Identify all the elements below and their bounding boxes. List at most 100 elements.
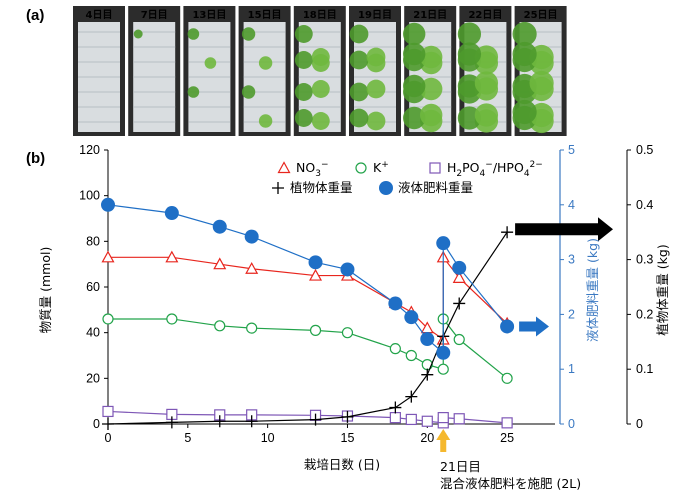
plant-leaf: [187, 28, 200, 40]
legend-entry: NO3−: [277, 160, 328, 179]
plant-leaf: [512, 41, 537, 67]
data-point-plus: [405, 390, 418, 403]
data-point-square: [102, 405, 114, 418]
plant-leaf: [294, 25, 313, 43]
photo-day-label: 22日目: [468, 9, 502, 21]
plant-leaf: [420, 77, 443, 101]
plant-leaf: [403, 106, 426, 130]
growth-photo: 25日目: [512, 6, 567, 136]
data-point-triangle: [309, 268, 323, 281]
data-point-filled-circle: [404, 310, 419, 325]
y-left-tick-label: 80: [86, 234, 100, 248]
data-point-circle: [389, 343, 401, 355]
data-point-plus: [245, 415, 258, 428]
y-left-tick-label: 60: [86, 280, 100, 294]
chart-annotations: [436, 217, 613, 452]
data-point-circle: [437, 363, 449, 375]
growth-photo: 13日目: [183, 6, 236, 136]
plant-leaf: [241, 27, 256, 41]
growth-photo: 15日目: [238, 6, 291, 136]
data-point-triangle: [277, 161, 291, 174]
x-axis-label: 栽培日数 (日): [304, 457, 380, 472]
chart-legend: NO3− K+ H2PO4−/HPO42− 植物体重量 液体肥料重量: [272, 160, 543, 195]
data-point-filled-circle: [420, 332, 435, 347]
y-left-tick-label: 20: [86, 371, 100, 385]
plant-leaf: [311, 112, 330, 130]
y-left-tick-label: 120: [79, 143, 100, 157]
data-point-circle: [421, 359, 433, 371]
plant-leaf: [403, 22, 426, 46]
data-point-circle: [453, 333, 465, 346]
growth-photo: 22日目: [457, 6, 512, 136]
photo-day-label: 7日目: [141, 9, 168, 21]
plant-leaf: [349, 24, 369, 44]
data-point-triangle: [165, 250, 179, 263]
plant-leaf: [512, 99, 537, 125]
blue-right-arrow: [519, 316, 549, 337]
legend-entry: 植物体重量: [272, 180, 353, 195]
data-point-plus: [501, 226, 514, 239]
data-point-plus: [102, 418, 114, 430]
data-point-plus: [165, 416, 178, 429]
data-point-filled-circle: [436, 236, 451, 251]
data-point-square: [437, 412, 449, 424]
data-point-plus: [389, 401, 402, 414]
data-point-circle: [355, 162, 367, 174]
data-point-plus: [213, 415, 226, 428]
data-point-plus: [453, 297, 466, 310]
plant-leaf: [457, 42, 482, 66]
x-tick-label: 15: [341, 431, 355, 445]
plant-leaf: [204, 57, 217, 69]
data-point-square: [389, 412, 401, 424]
data-point-filled-circle: [340, 262, 355, 277]
plant-leaf: [187, 86, 200, 98]
plant-leaf: [349, 50, 369, 70]
photo-day-label: 18日目: [303, 9, 337, 21]
plant-leaf: [294, 109, 313, 127]
y-right-black-tick-label: 0.1: [636, 362, 653, 376]
y-left-tick-label: 0: [93, 417, 100, 431]
chart-series: [101, 197, 515, 430]
photo-day-label: 4日目: [86, 9, 113, 21]
plant-leaf: [349, 108, 369, 128]
y-right-black-tick-label: 0.3: [636, 253, 653, 267]
plant-leaf: [529, 70, 554, 96]
day21-note: 混合液体肥料を施肥 (2L): [440, 476, 581, 491]
growth-photo: 18日目: [293, 6, 346, 136]
y-right-blue-tick-label: 2: [568, 307, 575, 321]
plant-leaf: [474, 103, 499, 127]
plant-leaf: [349, 82, 369, 102]
data-point-plus: [272, 182, 284, 194]
y-right-black-tick-label: 0.4: [636, 198, 653, 212]
data-point-triangle: [101, 250, 115, 263]
orange-up-arrow: [436, 429, 451, 452]
plant-leaf: [403, 42, 426, 66]
plant-leaf: [311, 48, 330, 66]
plant-leaf: [311, 80, 330, 98]
growth-photo: 7日目: [128, 6, 181, 136]
data-point-circle: [341, 327, 354, 339]
data-point-filled-circle: [500, 319, 515, 334]
plant-leaf: [294, 83, 313, 101]
x-tick-label: 25: [500, 431, 514, 445]
photo-day-label: 15日目: [248, 9, 282, 21]
data-point-filled-circle: [452, 260, 467, 275]
panel-a-label: (a): [26, 7, 44, 24]
legend-label: 液体肥料重量: [398, 180, 473, 195]
data-point-circle: [102, 313, 114, 325]
photo-day-label: 19日目: [358, 9, 392, 21]
plant-leaf: [420, 45, 443, 69]
y-axis-left-label: 物質量 (mmol): [38, 247, 53, 334]
x-tick-label: 20: [420, 431, 434, 445]
growth-photo: 4日目: [73, 6, 125, 136]
plant-leaf: [474, 71, 499, 95]
data-point-circle: [214, 320, 226, 332]
y-right-black-tick-label: 0.2: [636, 307, 653, 321]
y-right-blue-tick-label: 4: [568, 198, 575, 212]
series-group: [102, 405, 513, 429]
x-tick-label: 0: [105, 431, 112, 445]
series-group: [101, 197, 515, 360]
plant-leaf: [294, 51, 313, 69]
photo-strip: 4日目 7日目 13日目 15日目 18日目 19日目 21日目 22日目 25日目: [73, 6, 567, 136]
data-point-circle: [246, 322, 258, 334]
